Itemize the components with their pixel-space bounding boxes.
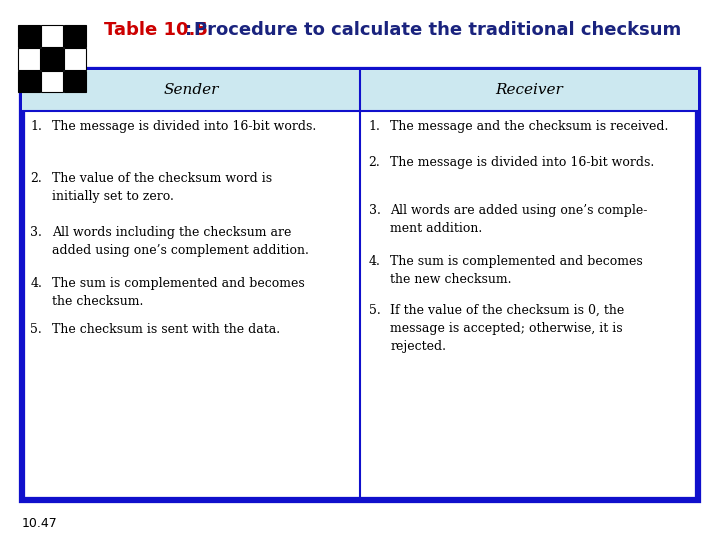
Bar: [18, 71, 40, 92]
Bar: [41, 48, 63, 70]
Text: The message is divided into 16-bit words.: The message is divided into 16-bit words…: [390, 156, 654, 168]
Bar: [64, 71, 86, 92]
Bar: [360, 70, 698, 111]
Text: 4.: 4.: [30, 277, 42, 290]
Text: All words are added using one’s comple-
ment addition.: All words are added using one’s comple- …: [390, 204, 647, 235]
Text: Sender: Sender: [163, 84, 218, 97]
Text: The message and the checksum is received.: The message and the checksum is received…: [390, 120, 669, 133]
Text: The sum is complemented and becomes
the checksum.: The sum is complemented and becomes the …: [52, 277, 305, 308]
Text: 1.: 1.: [369, 120, 380, 133]
Bar: [41, 25, 63, 47]
Bar: [41, 71, 63, 92]
Text: 3.: 3.: [30, 226, 42, 239]
Text: If the value of the checksum is 0, the
message is accepted; otherwise, it is
rej: If the value of the checksum is 0, the m…: [390, 304, 624, 353]
Text: The sum is complemented and becomes
the new checksum.: The sum is complemented and becomes the …: [390, 255, 643, 286]
Text: 3.: 3.: [369, 204, 380, 217]
Bar: [64, 25, 86, 47]
Text: 4.: 4.: [369, 255, 380, 268]
Bar: [18, 48, 40, 70]
Bar: [64, 48, 86, 70]
Text: 5.: 5.: [369, 304, 380, 317]
Text: All words including the checksum are
added using one’s complement addition.: All words including the checksum are add…: [52, 226, 309, 256]
Text: The checksum is sent with the data.: The checksum is sent with the data.: [52, 323, 280, 336]
Text: Receiver: Receiver: [495, 84, 563, 97]
Bar: [18, 25, 40, 47]
Text: The message is divided into 16-bit words.: The message is divided into 16-bit words…: [52, 120, 316, 133]
Text: The value of the checksum word is
initially set to zero.: The value of the checksum word is initia…: [52, 172, 272, 202]
Text: :: :: [185, 21, 192, 39]
Text: 10.47: 10.47: [22, 517, 58, 530]
Text: Procedure to calculate the traditional checksum: Procedure to calculate the traditional c…: [194, 21, 681, 39]
Text: 2.: 2.: [369, 156, 380, 168]
Text: Table 10.5: Table 10.5: [104, 21, 208, 39]
Bar: [22, 70, 360, 111]
Text: 1.: 1.: [30, 120, 42, 133]
Text: 5.: 5.: [30, 323, 42, 336]
Text: 2.: 2.: [30, 172, 42, 185]
